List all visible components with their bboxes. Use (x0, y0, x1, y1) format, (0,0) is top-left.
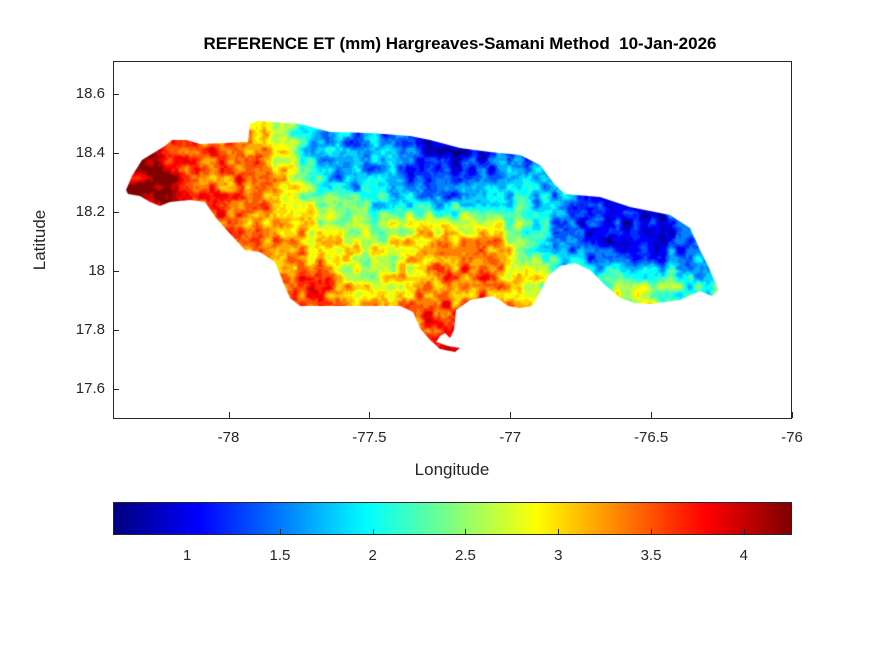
x-tick-mark (651, 412, 653, 418)
colorbar-tick-mark (743, 529, 745, 534)
x-tick-label: -77 (499, 429, 522, 446)
y-tick-mark (113, 93, 119, 95)
colorbar-tick-mark (372, 529, 374, 534)
colorbar-tick-mark (279, 529, 281, 534)
colorbar-tick-label: 2.5 (455, 547, 476, 564)
colorbar (113, 502, 792, 535)
colorbar-tick-label: 1 (183, 547, 192, 564)
x-tick-mark (510, 412, 512, 418)
y-tick-mark (113, 152, 119, 154)
y-tick-mark (113, 271, 119, 273)
x-tick-mark (792, 412, 793, 418)
y-tick-mark (113, 330, 119, 332)
y-tick-mark (113, 389, 119, 391)
colorbar-tick-label: 1.5 (269, 547, 291, 564)
y-axis-label: Latitude (30, 209, 49, 271)
x-tick-label: -77.5 (352, 429, 387, 446)
y-tick-label: 18.4 (75, 143, 105, 161)
heatmap-plot (113, 61, 792, 419)
colorbar-tick-label: 4 (739, 547, 748, 564)
colorbar-tick-mark (465, 529, 467, 534)
y-tick-label: 18.2 (75, 202, 105, 220)
colorbar-tick-label: 2 (368, 547, 377, 564)
y-tick-label: 18.6 (75, 84, 105, 102)
colorbar-tick-mark (187, 529, 189, 534)
x-tick-label: -76.5 (634, 429, 669, 446)
colorbar-tick-mark (558, 529, 560, 534)
y-tick-mark (113, 211, 119, 213)
x-tick-label: -76 (781, 429, 803, 446)
colorbar-tick-label: 3 (554, 547, 563, 564)
y-tick-label: 18 (88, 262, 105, 280)
chart-title: REFERENCE ET (mm) Hargreaves-Samani Meth… (203, 34, 717, 53)
y-tick-label: 17.6 (75, 380, 105, 398)
x-axis-label: Longitude (414, 460, 490, 479)
colorbar-tick-label: 3.5 (640, 547, 662, 564)
axes-box (113, 61, 792, 419)
x-tick-mark (369, 412, 371, 418)
x-tick-mark (228, 412, 230, 418)
colorbar-tick-mark (651, 529, 652, 534)
y-tick-label: 17.8 (75, 321, 105, 339)
x-tick-label: -78 (217, 429, 240, 446)
